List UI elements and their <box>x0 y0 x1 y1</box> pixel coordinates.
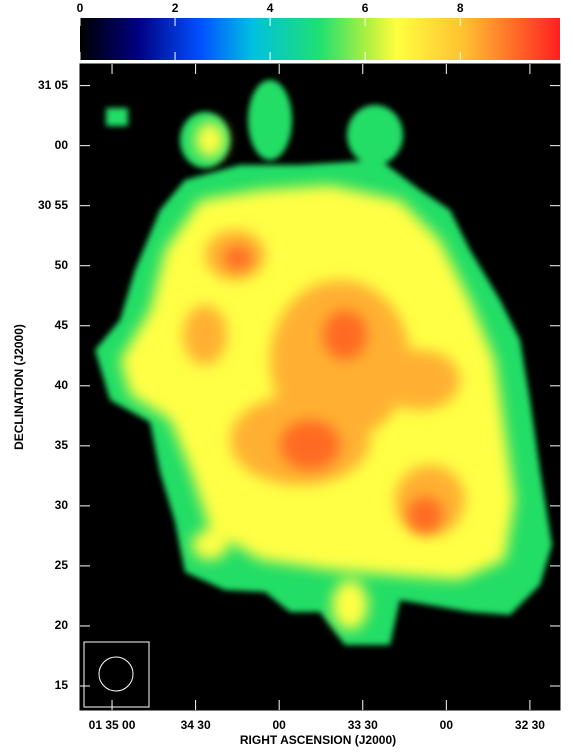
y-tick-label: 30 55 <box>38 198 68 212</box>
x-tick-label: 01 35 00 <box>89 718 136 732</box>
x-tick-label: 00 <box>440 718 454 732</box>
colorbar-tick-label: 6 <box>362 1 369 15</box>
colorbar <box>80 18 560 60</box>
y-tick-label: 30 <box>55 498 69 512</box>
y-tick-label: 35 <box>55 438 69 452</box>
y-tick-label: 50 <box>55 258 69 272</box>
y-tick-label: 40 <box>55 378 69 392</box>
y-tick-label: 15 <box>55 678 69 692</box>
y-tick-label: 45 <box>55 318 69 332</box>
beam-box <box>83 641 150 708</box>
y-axis-label: DECLINATION (J2000) <box>12 324 26 450</box>
colorbar-tick-label: 0 <box>77 1 84 15</box>
colorbar-tick-label: 4 <box>267 1 274 15</box>
x-axis-label: RIGHT ASCENSION (J2000) <box>240 733 396 747</box>
y-tick-label: 31 05 <box>38 78 68 92</box>
colorbar-tick-label: 2 <box>172 1 179 15</box>
y-tick-label: 20 <box>55 618 69 632</box>
y-tick-label: 00 <box>55 138 69 152</box>
beam <box>98 656 134 692</box>
y-tick-label: 25 <box>55 558 69 572</box>
x-tick-label: 00 <box>273 718 287 732</box>
x-tick-label: 33 30 <box>348 718 378 732</box>
plot-frame <box>79 63 561 711</box>
emission-peak <box>224 246 443 533</box>
colorbar-tick-label: 8 <box>457 1 464 15</box>
x-tick-label: 32 30 <box>515 718 545 732</box>
x-tick-label: 34 30 <box>181 718 211 732</box>
